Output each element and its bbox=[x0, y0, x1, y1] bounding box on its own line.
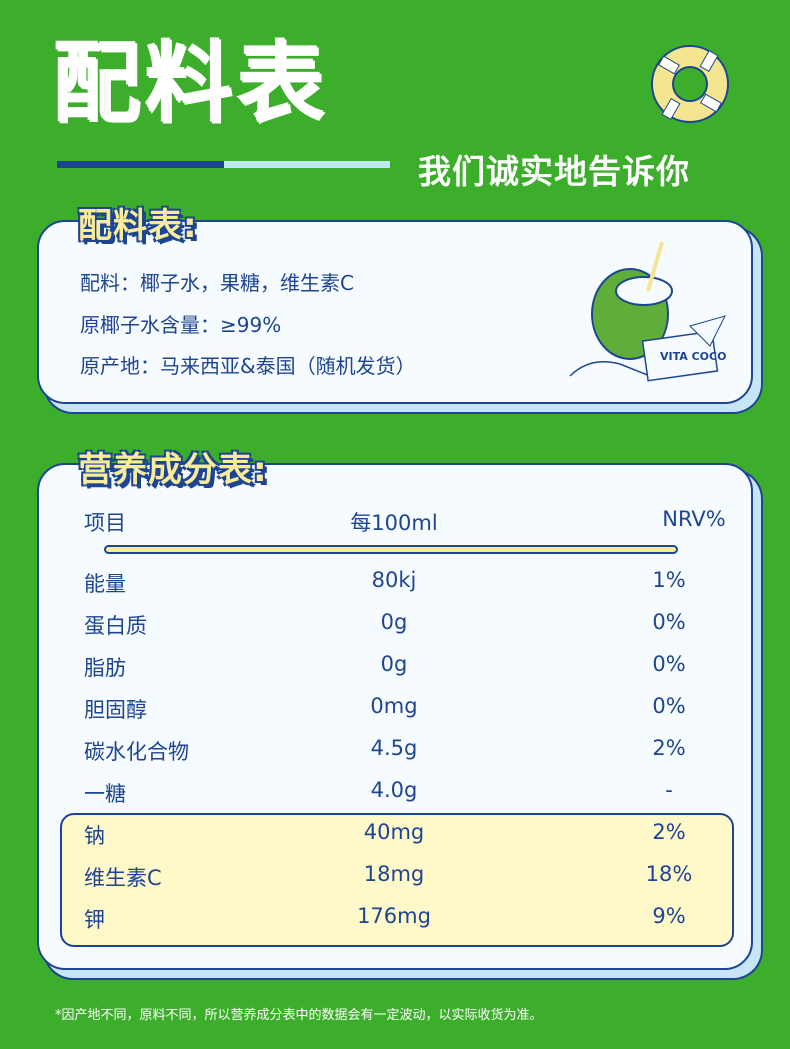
header-item: 项目 bbox=[84, 511, 126, 535]
table-row: 一糖 4.0g - bbox=[84, 778, 704, 808]
divider-light bbox=[224, 161, 390, 168]
nutrient-value: 4.0g bbox=[370, 778, 418, 802]
nutrient-value: 40mg bbox=[363, 820, 425, 844]
nutrient-nrv: 2% bbox=[652, 820, 686, 844]
nutrient-value: 4.5g bbox=[370, 736, 418, 760]
footnote: *因产地不同，原料不同，所以营养成分表中的数据会有一定波动，以实际收货为准。 bbox=[55, 1008, 543, 1023]
life-ring-icon bbox=[651, 45, 729, 123]
nutrient-name: 脂肪 bbox=[84, 656, 126, 680]
nutrient-name: 碳水化合物 bbox=[84, 740, 189, 764]
header-nrv: NRV% bbox=[662, 507, 726, 531]
nutrient-nrv: 0% bbox=[652, 610, 686, 634]
coconut-illustration: VITA COCO bbox=[569, 241, 726, 382]
nutrient-nrv: 0% bbox=[652, 652, 686, 676]
nutrient-nrv: 18% bbox=[645, 862, 693, 886]
table-row: 能量 80kj 1% bbox=[84, 568, 704, 598]
header-divider bbox=[104, 545, 678, 554]
nutrient-value: 176mg bbox=[357, 904, 431, 928]
table-row: 钾 176mg 9% bbox=[84, 904, 704, 934]
table-header: 项目 每100ml NRV% bbox=[84, 507, 726, 537]
origin-line: 原产地：马来西亚&泰国（随机发货） bbox=[80, 354, 416, 378]
table-row: 脂肪 0g 0% bbox=[84, 652, 704, 682]
nutrition-label: 营养成分表: bbox=[78, 450, 268, 490]
nutrient-value: 0mg bbox=[370, 694, 418, 718]
nutrient-value: 0g bbox=[380, 652, 408, 676]
nutrient-value: 0g bbox=[380, 610, 408, 634]
table-row: 碳水化合物 4.5g 2% bbox=[84, 736, 704, 766]
nutrient-nrv: 9% bbox=[652, 904, 686, 928]
nutrient-nrv: 1% bbox=[652, 568, 686, 592]
table-row: 钠 40mg 2% bbox=[84, 820, 704, 850]
header-per100ml: 每100ml bbox=[350, 511, 438, 535]
divider-dark bbox=[57, 161, 224, 168]
nutrient-value: 80kj bbox=[371, 568, 417, 592]
ingredients-label: 配料表: bbox=[78, 206, 198, 246]
nutrient-name: 钠 bbox=[84, 824, 105, 848]
nutrient-name: 一糖 bbox=[84, 782, 126, 806]
coconut-content-line: 原椰子水含量：≥99% bbox=[80, 313, 282, 337]
table-row: 蛋白质 0g 0% bbox=[84, 610, 704, 640]
table-row: 维生素C 18mg 18% bbox=[84, 862, 704, 892]
nutrient-nrv: - bbox=[665, 778, 673, 802]
highlight-box bbox=[60, 813, 734, 947]
nutrient-name: 能量 bbox=[84, 572, 126, 596]
nutrient-nrv: 2% bbox=[652, 736, 686, 760]
table-row: 胆固醇 0mg 0% bbox=[84, 694, 704, 724]
nutrient-name: 钾 bbox=[84, 908, 105, 932]
page-title: 配料表 bbox=[52, 31, 329, 134]
nutrient-nrv: 0% bbox=[652, 694, 686, 718]
nutrient-name: 蛋白质 bbox=[84, 614, 147, 638]
nutrient-value: 18mg bbox=[363, 862, 425, 886]
brand-logo: VITA COCO bbox=[660, 350, 726, 363]
nutrient-name: 维生素C bbox=[84, 866, 162, 890]
nutrient-name: 胆固醇 bbox=[84, 698, 147, 722]
subtitle: 我们诚实地告诉你 bbox=[418, 152, 690, 191]
ingredients-line: 配料：椰子水，果糖，维生素C bbox=[80, 271, 354, 295]
